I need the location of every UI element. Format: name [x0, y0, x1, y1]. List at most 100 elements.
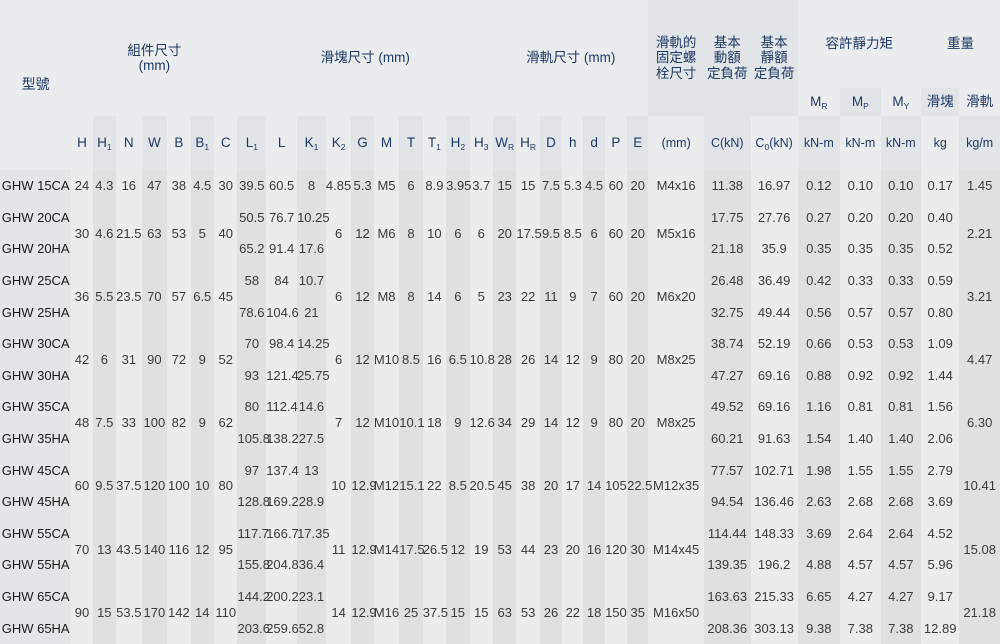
dim-h-cell: 90 [71, 580, 93, 644]
moment-my-cell: 0.92 [880, 359, 922, 392]
dim-l1-cell: 97 [237, 454, 267, 486]
static-load-cell: 303.13 [750, 612, 798, 644]
moment-mp-cell: 0.10 [840, 170, 881, 202]
table-row: GHW 20HA 65.2 91.4 17.6 21.18 35.9 0.35 0.35 0.3… [0, 233, 1000, 265]
dim-b-cell: 57 [167, 264, 191, 328]
dim-h1-cell: 7.5 [92, 391, 117, 455]
dim-b1-cell: 4.5 [190, 170, 214, 202]
header-symbol-block-weight: 滑塊 [921, 88, 960, 116]
dim-c-cell: 110 [213, 580, 238, 644]
moment-my-cell: 0.57 [880, 296, 922, 328]
moment-my-cell: 2.68 [880, 485, 922, 518]
header-dim-p: P [604, 116, 628, 170]
dim-d-cell: 26 [539, 580, 563, 644]
dim-hr-cell: 53 [516, 580, 540, 644]
dim-k1-cell: 25.75 [297, 359, 330, 392]
header-dim-w: W [141, 116, 168, 170]
block-weight-cell: 12.89 [921, 612, 960, 644]
table-row: GHW 20CA 30 4.6 21.5 63 53 5 40 50.5 76.7 10.25 6 12… [0, 201, 1000, 265]
dim-d-cell: 7.5 [539, 170, 563, 202]
dim-hr-cell: 15 [516, 170, 540, 202]
dim-l-cell: 98.4 [266, 327, 298, 360]
dim-l1-cell: 93 [237, 359, 267, 392]
table-row: GHW 35CA 48 7.5 33 100 82 9 62 80 112.4 14.6 7 12 M10… [0, 391, 1000, 455]
moment-my-cell: 0.33 [880, 264, 922, 297]
rail-bolt-size-cell: M12x35 [648, 454, 704, 518]
dim-m-cell: M14 [373, 517, 400, 581]
dim-l-cell: 104.6 [266, 296, 299, 328]
dim-h-cell: 17 [562, 454, 584, 518]
table-row: GHW 45HA 128.8 169.2 28.9 94.54 136.46 2.63 2.6… [0, 485, 1000, 518]
header-dim-k2: K2 [325, 116, 352, 170]
dim-b1-cell: 14 [190, 580, 214, 644]
moment-my-cell: 0.10 [880, 170, 922, 202]
dim-t-cell: 8.5 [399, 327, 423, 392]
dim-l1-cell: 78.6 [237, 296, 267, 328]
dim-t1-cell: 8.9 [422, 170, 447, 202]
rail-weight-cell: 1.45 [959, 170, 1000, 202]
moment-mr-cell: 0.27 [797, 201, 841, 234]
rail-bolt-size-cell: M14x45 [648, 517, 704, 581]
dynamic-load-cell: 38.74 [703, 327, 751, 360]
dim-l1-cell: 80 [237, 391, 267, 423]
rail-weight-cell: 4.47 [959, 327, 1000, 392]
dim-wr-cell: 28 [492, 327, 517, 392]
dim-w-cell: 100 [141, 391, 168, 455]
dim-l-cell: 60.5 [266, 170, 298, 202]
block-weight-cell: 4.52 [921, 517, 960, 550]
moment-my-cell: 0.20 [880, 201, 922, 234]
model-name-cell: GHW 20CA [0, 201, 72, 234]
dim-h2-cell: 6 [446, 201, 470, 265]
dim-l-cell: 121.4 [266, 359, 299, 392]
dim-d-cell: 16 [583, 517, 605, 581]
dim-h-cell: 48 [71, 391, 93, 455]
header-rail-dims: 滑軌尺寸 (mm) [492, 0, 649, 116]
dim-k2-cell: 7 [325, 391, 352, 455]
model-name-cell: GHW 20HA [0, 233, 72, 265]
dim-l1-cell: 155.8 [237, 549, 270, 581]
rail-bolt-size-cell: M8x25 [648, 327, 704, 392]
dim-n-cell: 16 [116, 170, 142, 202]
dim-k1-cell: 52.8 [297, 612, 326, 644]
header-dim-d: d [583, 116, 605, 170]
moment-mp-cell: 4.27 [840, 580, 881, 613]
moment-mp-cell: 0.35 [840, 233, 881, 265]
moment-mr-cell: 1.98 [797, 454, 841, 486]
dynamic-load-cell: 208.36 [703, 612, 751, 644]
dim-e-cell: 20 [627, 170, 649, 202]
static-load-cell: 69.16 [750, 391, 798, 423]
header-dim-d: D [539, 116, 563, 170]
dim-b-cell: 53 [167, 201, 191, 265]
dim-wr-cell: 63 [492, 580, 517, 644]
dim-d-cell: 11 [539, 264, 563, 328]
header-assembly-dims: 組件尺寸 (mm) [71, 0, 238, 116]
header-dim-m: M [373, 116, 400, 170]
dim-l1-cell: 105.8 [237, 422, 270, 455]
dim-g-cell: 12.9 [351, 517, 377, 581]
dim-hr-cell: 29 [516, 391, 540, 455]
dim-wr-cell: 53 [492, 517, 517, 581]
dim-k2-cell: 10 [325, 454, 352, 518]
model-name-cell: GHW 45HA [0, 485, 72, 518]
dynamic-load-cell: 17.75 [703, 201, 751, 234]
dim-d-cell: 14 [539, 391, 563, 455]
dim-m-cell: M10 [373, 391, 400, 455]
moment-my-cell: 2.64 [880, 517, 922, 550]
dim-wr-cell: 45 [492, 454, 517, 518]
dim-n-cell: 43.5 [116, 517, 142, 581]
dim-k1-cell: 14.25 [297, 327, 330, 360]
dim-t1-cell: 16 [422, 327, 447, 392]
dim-m-cell: M5 [373, 170, 400, 202]
dim-w-cell: 120 [141, 454, 168, 518]
dim-wr-cell: 20 [492, 201, 517, 265]
dim-b1-cell: 9 [190, 391, 214, 455]
moment-my-cell: 0.81 [880, 391, 922, 423]
dim-t1-cell: 22 [422, 454, 447, 518]
dim-e-cell: 35 [627, 580, 649, 644]
dim-m-cell: M10 [373, 327, 400, 392]
dim-l-cell: 76.7 [266, 201, 298, 234]
moment-my-cell: 7.38 [880, 612, 922, 644]
dim-e-cell: 20 [627, 391, 649, 455]
model-name-cell: GHW 35CA [0, 391, 72, 423]
header-symbol-mp: MP [840, 88, 881, 116]
